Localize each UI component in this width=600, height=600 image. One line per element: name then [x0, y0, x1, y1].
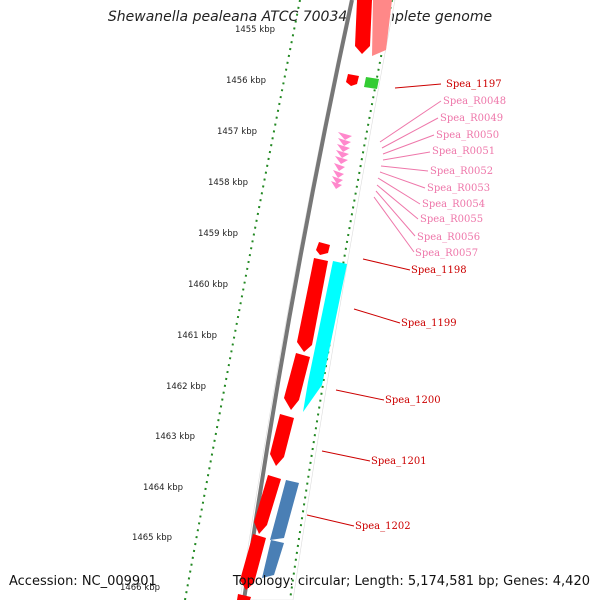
feature-label-rna[interactable]: Spea_R0053 [427, 183, 490, 194]
feature-spea-1199-red[interactable] [297, 258, 328, 352]
feature-spea-1202-red[interactable] [254, 475, 281, 534]
feature-spea-1196-top[interactable] [355, 0, 392, 56]
feature-label-cds[interactable]: Spea_1201 [371, 456, 427, 467]
feature-green-marker[interactable] [364, 77, 379, 89]
feature-label-cds[interactable]: Spea_1202 [355, 521, 411, 532]
kbp-tick-label: 1463 kbp [155, 432, 195, 442]
feature-label-rna[interactable]: Spea_R0054 [422, 199, 485, 210]
feature-bottom-red[interactable] [240, 534, 266, 590]
feature-spea-1198[interactable] [316, 242, 330, 255]
feature-spea-1197[interactable] [346, 74, 359, 86]
feature-label-rna[interactable]: Spea_R0052 [430, 166, 493, 177]
genome-summary: Topology: circular; Length: 5,174,581 bp… [232, 574, 590, 589]
feature-label-cds[interactable]: Spea_1200 [385, 395, 441, 406]
kbp-tick-label: 1457 kbp [217, 127, 257, 137]
red-leader-lines [306, 83, 442, 527]
inner-dotted-ring [184, 0, 301, 600]
feature-label-rna[interactable]: Spea_R0048 [443, 96, 506, 107]
feature-spea-1199-cyan[interactable] [303, 261, 347, 412]
kbp-tick-label: 1461 kbp [177, 331, 217, 341]
feature-spea-1200-red[interactable] [284, 353, 310, 410]
feature-label-cds[interactable]: Spea_1197 [446, 79, 502, 90]
feature-label-rna[interactable]: Spea_R0051 [432, 146, 495, 157]
rna-cluster[interactable] [331, 132, 352, 189]
kbp-tick-label: 1456 kbp [226, 76, 266, 86]
kbp-tick-label: 1464 kbp [143, 483, 183, 493]
feature-spea-1201-red[interactable] [270, 414, 294, 466]
kbp-tick-label: 1455 kbp [235, 25, 275, 35]
feature-label-cds[interactable]: Spea_1199 [401, 318, 457, 329]
accession-text: Accession: NC_009901 [9, 574, 157, 589]
feature-label-rna[interactable]: Spea_R0055 [420, 214, 483, 225]
feature-label-rna[interactable]: Spea_R0049 [440, 113, 503, 124]
kbp-scale: 1455 kbp 1456 kbp 1457 kbp 1458 kbp 1459 kbp… [120, 25, 275, 593]
feature-label-rna[interactable]: Spea_R0050 [436, 130, 499, 141]
feature-labels: Spea_1197 Spea_1198 Spea_1199 Spea_1200 Spea… [355, 79, 506, 532]
map-title: Shewanella pealeana ATCC 700345, complet… [107, 9, 493, 25]
kbp-tick-label: 1459 kbp [198, 229, 238, 239]
kbp-tick-label: 1460 kbp [188, 280, 228, 290]
kbp-tick-label: 1465 kbp [132, 533, 172, 543]
feature-label-rna[interactable]: Spea_R0056 [417, 232, 480, 243]
feature-bottom-blue[interactable] [262, 540, 284, 578]
kbp-tick-label: 1462 kbp [166, 382, 206, 392]
kbp-tick-label: 1458 kbp [208, 178, 248, 188]
pink-leader-lines [373, 100, 442, 253]
feature-label-rna[interactable]: Spea_R0057 [415, 248, 478, 259]
feature-spea-1202-blue[interactable] [270, 480, 299, 540]
feature-label-cds[interactable]: Spea_1198 [411, 265, 467, 276]
kbp-tick-label: 1466 kbp [120, 583, 160, 593]
feature-bottom-red-2[interactable] [237, 594, 251, 600]
